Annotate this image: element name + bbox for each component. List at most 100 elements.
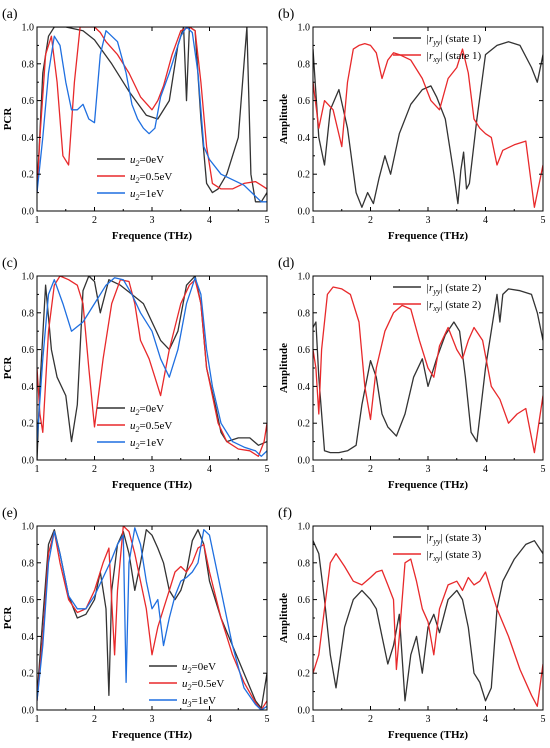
- x-tick-label: 1: [35, 714, 40, 725]
- legend-entry-u2-1ev: u2=1eV: [130, 437, 164, 451]
- series-line-u3-1ev: [37, 527, 267, 710]
- legend-entry-rxy-state-2: |rxy| (state 2): [426, 299, 481, 313]
- panel-a: 1 2 3 4 5 0.0 0.2 0.4 0.6 0.8 1.0 Frequence (THz) PC…: [2, 7, 270, 242]
- y-axis-title: PCR: [2, 107, 14, 131]
- y-tick-label: 1.0: [298, 272, 311, 283]
- panel-label: (b): [278, 7, 295, 22]
- y-tick-label: 0.2: [298, 669, 311, 680]
- series-line-u2-0-5ev: [37, 27, 267, 193]
- y-axis-title: PCR: [2, 356, 14, 380]
- legend-entry-rxy-state-3: |rxy| (state 3): [426, 549, 481, 563]
- x-tick-label: 1: [311, 714, 316, 725]
- x-tick-label: 3: [150, 215, 155, 226]
- legend-entry-rxy-state-1: |rxy| (state 1): [426, 50, 481, 64]
- legend-entry-u2-0ev: u2=0eV: [130, 154, 164, 168]
- series-line-rxy-state-2: [313, 286, 543, 454]
- x-axis-title: Frequence (THz): [388, 230, 468, 242]
- y-tick-label: 0.8: [22, 308, 35, 319]
- x-tick-label: 1: [311, 464, 316, 475]
- y-tick-label: 0.4: [22, 382, 35, 393]
- legend: |ryy| (state 3) |rxy| (state 3): [393, 532, 481, 563]
- x-tick-label: 5: [541, 714, 546, 725]
- panel-d: 1 2 3 4 5 0.0 0.2 0.4 0.6 0.8 1.0 Frequence (THz) Am…: [278, 256, 546, 491]
- legend-entry-u2-0-5ev: u2=0.5eV: [182, 678, 224, 692]
- legend-entry-u2-0ev: u2=0eV: [182, 661, 216, 675]
- legend-entry-u2-1ev: u2=1eV: [130, 188, 164, 202]
- series-line-u2-0ev: [37, 276, 267, 460]
- legend: |ryy| (state 2) |rxy| (state 2): [393, 282, 481, 313]
- x-tick-label: 2: [92, 714, 97, 725]
- legend-entry-u2-0-5ev: u2=0.5eV: [130, 171, 172, 185]
- legend-entry-u3-1ev: u3=1eV: [182, 695, 216, 709]
- x-tick-label: 5: [265, 714, 270, 725]
- panel-f: 1 2 3 4 5 0.0 0.2 0.4 0.6 0.8 1.0 Frequence (THz) Am…: [278, 506, 546, 741]
- x-axis-title: Frequence (THz): [112, 230, 192, 242]
- y-tick-label: 0.4: [298, 133, 311, 144]
- x-tick-label: 1: [35, 464, 40, 475]
- y-axis-title: Amplitude: [278, 343, 290, 393]
- panel-label: (e): [2, 506, 18, 521]
- x-tick-label: 2: [368, 215, 373, 226]
- x-tick-label: 4: [483, 464, 488, 475]
- x-tick-label: 3: [426, 714, 431, 725]
- x-tick-label: 5: [265, 464, 270, 475]
- series-line-rxy-state-1: [313, 42, 543, 208]
- y-tick-label: 1.0: [22, 23, 35, 34]
- x-tick-label: 2: [92, 464, 97, 475]
- legend-entry-ryy-state-2: |ryy| (state 2): [426, 282, 481, 296]
- legend: u2=0eV u2=0.5eV u3=1eV: [149, 661, 224, 709]
- x-tick-label: 3: [150, 464, 155, 475]
- y-tick-label: 0.6: [22, 345, 35, 356]
- series-line-rxy-state-3: [313, 552, 543, 707]
- x-axis-title: Frequence (THz): [112, 729, 192, 741]
- x-axis-title: Frequence (THz): [388, 729, 468, 741]
- y-tick-label: 0.2: [298, 419, 311, 430]
- x-tick-label: 1: [35, 215, 40, 226]
- y-tick-label: 1.0: [298, 522, 311, 533]
- x-tick-label: 2: [368, 714, 373, 725]
- y-tick-label: 0.0: [22, 706, 35, 717]
- panel-label: (a): [2, 7, 18, 22]
- y-tick-label: 0.4: [22, 632, 35, 643]
- series-line-u2-0ev: [37, 27, 267, 203]
- series-line-u2-1ev: [37, 277, 267, 457]
- legend-entry-ryy-state-3: |ryy| (state 3): [426, 532, 481, 546]
- series-line-u2-1ev: [37, 27, 267, 203]
- x-tick-label: 4: [483, 714, 488, 725]
- x-axis-title: Frequence (THz): [388, 479, 468, 491]
- x-tick-label: 4: [483, 215, 488, 226]
- y-tick-label: 0.0: [22, 207, 35, 218]
- series-line-ryy-state-3: [313, 540, 543, 702]
- y-tick-label: 0.8: [298, 558, 311, 569]
- y-tick-label: 0.4: [22, 133, 35, 144]
- x-tick-label: 2: [92, 215, 97, 226]
- panel-c: 1 2 3 4 5 0.0 0.2 0.4 0.6 0.8 1.0 Frequence (THz) PC…: [2, 256, 270, 491]
- y-tick-label: 0.6: [22, 595, 35, 606]
- y-tick-label: 0.0: [298, 706, 311, 717]
- panel-label: (f): [278, 506, 292, 521]
- y-tick-label: 0.8: [22, 558, 35, 569]
- y-tick-label: 0.0: [22, 456, 35, 467]
- y-tick-label: 0.6: [298, 595, 311, 606]
- x-tick-label: 5: [265, 215, 270, 226]
- legend: u2=0eV u2=0.5eV u2=1eV: [97, 403, 172, 451]
- x-tick-label: 4: [207, 464, 212, 475]
- y-tick-label: 0.8: [298, 308, 311, 319]
- y-tick-label: 0.2: [22, 170, 35, 181]
- series-line-ryy-state-2: [313, 288, 543, 454]
- panel-label: (d): [278, 256, 295, 271]
- y-tick-label: 0.8: [298, 59, 311, 70]
- y-tick-label: 1.0: [22, 522, 35, 533]
- legend: |ryy| (state 1) |rxy| (state 1): [393, 33, 481, 64]
- x-tick-label: 4: [207, 714, 212, 725]
- series-line-u2-0-5ev: [37, 276, 267, 457]
- y-tick-label: 0.4: [298, 632, 311, 643]
- x-tick-label: 1: [311, 215, 316, 226]
- y-tick-label: 0.4: [298, 382, 311, 393]
- series-line-u2-0-5ev: [37, 526, 267, 710]
- y-tick-label: 0.2: [22, 419, 35, 430]
- y-axis-title: PCR: [2, 606, 14, 630]
- x-tick-label: 3: [150, 714, 155, 725]
- series-line-ryy-state-1: [313, 41, 543, 208]
